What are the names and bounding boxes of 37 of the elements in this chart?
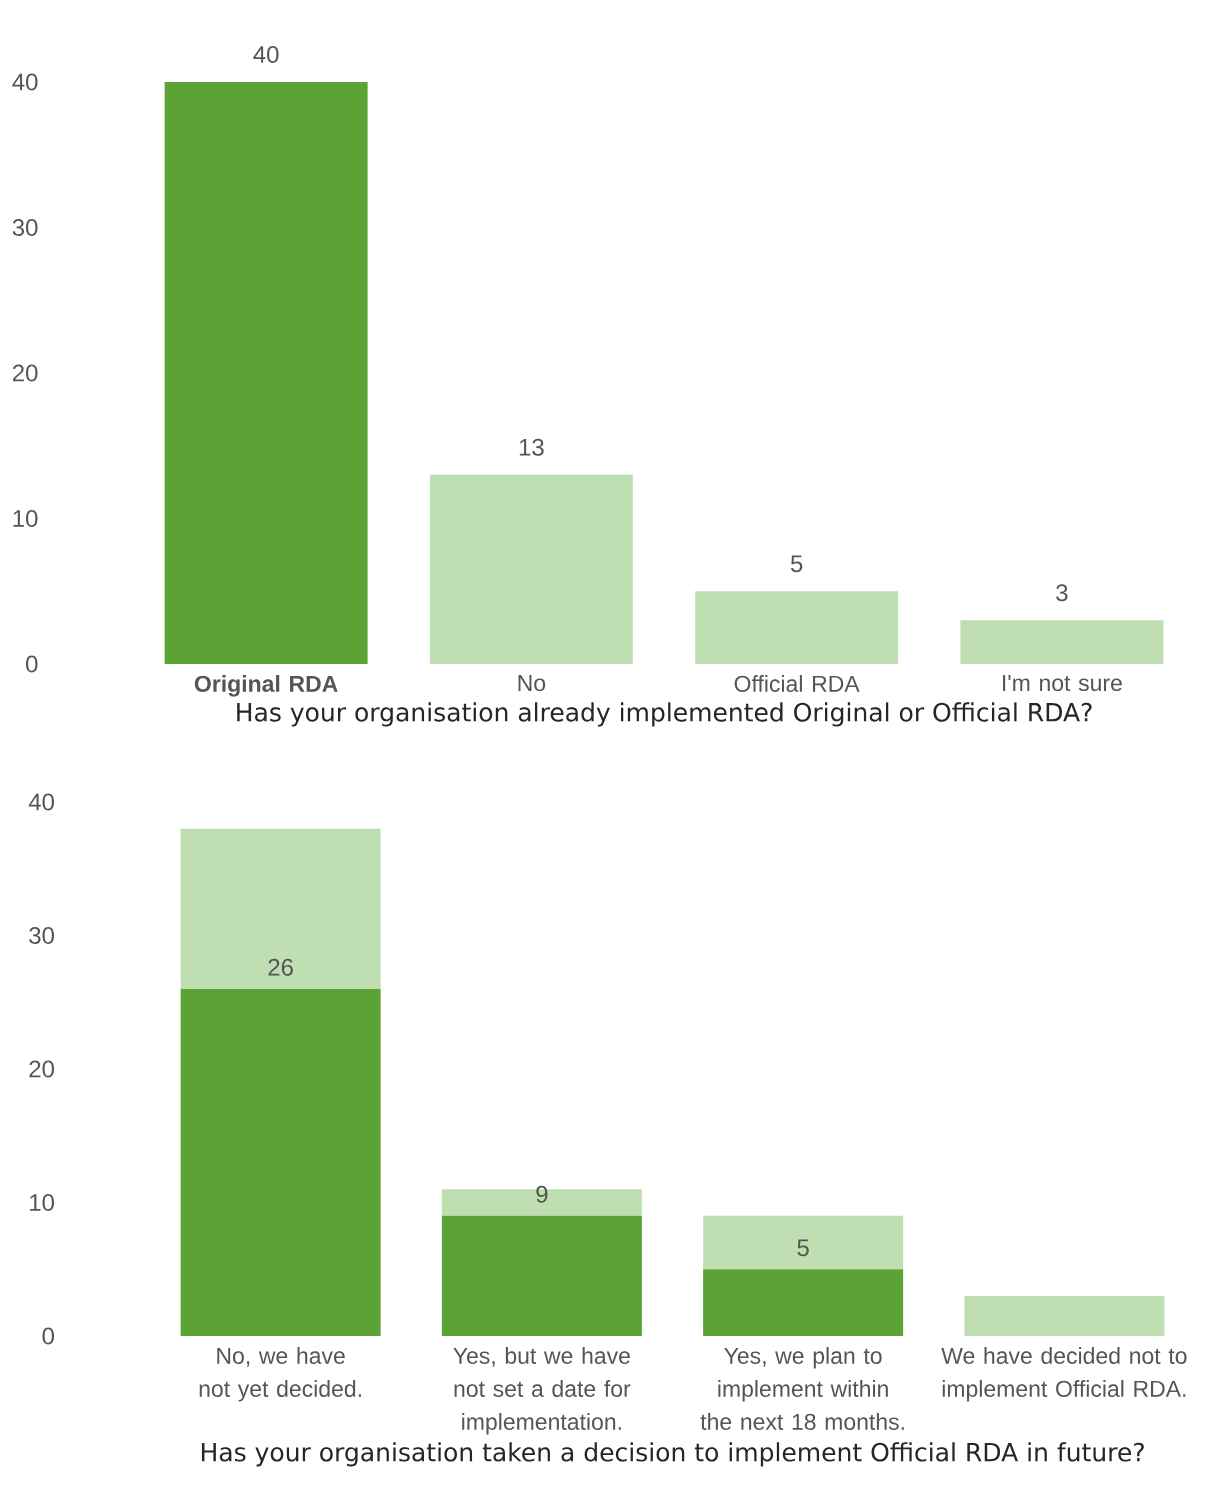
bar [180,988,381,1336]
y-tick-label: 40 [12,73,38,91]
x-tick-label: Official RDA [734,675,860,692]
x-tick-label: Yes, we plan to implement within the next 18 months. [700,1347,904,1430]
x-axis-title: Has your organisation taken a decision to implement Official RDA in future? [201,1442,1144,1467]
bar [164,82,368,664]
data-label: 13 [519,438,544,456]
x-tick-label: No, we have not yet decided. [199,1347,361,1402]
data-label: 5 [790,555,803,573]
data-label: 3 [1056,584,1068,602]
data-label: 9 [536,1185,548,1203]
x-tick-label: Yes, but we have not set a date for implementation. [453,1347,631,1435]
y-tick-label: 20 [29,1060,54,1078]
bar [964,1295,1165,1336]
y-tick-label: 0 [26,655,38,673]
bar [703,1269,904,1336]
bar [703,1215,904,1270]
x-tick-label: Original RDA [194,675,338,697]
y-tick-label: 30 [29,927,54,944]
x-tick-label: I'm not sure [1003,675,1122,692]
bar [429,474,633,664]
data-label: 26 [268,958,293,976]
x-tick-label: We have decided not to implement Official RDA. [941,1347,1187,1402]
bar [441,1215,642,1336]
y-tick-label: 30 [12,219,38,236]
bar [180,828,381,989]
y-tick-label: 10 [13,510,38,527]
y-tick-label: 0 [42,1327,55,1345]
bar [960,620,1164,664]
bar [695,591,899,664]
y-tick-label: 10 [30,1194,54,1211]
x-tick-label: No [518,675,546,692]
data-label: 5 [797,1239,809,1257]
y-tick-label: 20 [12,364,38,382]
x-axis-title: Has your organisation already implemented Original or Official RDA? [237,702,1092,727]
y-tick-label: 40 [28,793,54,811]
data-label: 40 [253,45,279,63]
